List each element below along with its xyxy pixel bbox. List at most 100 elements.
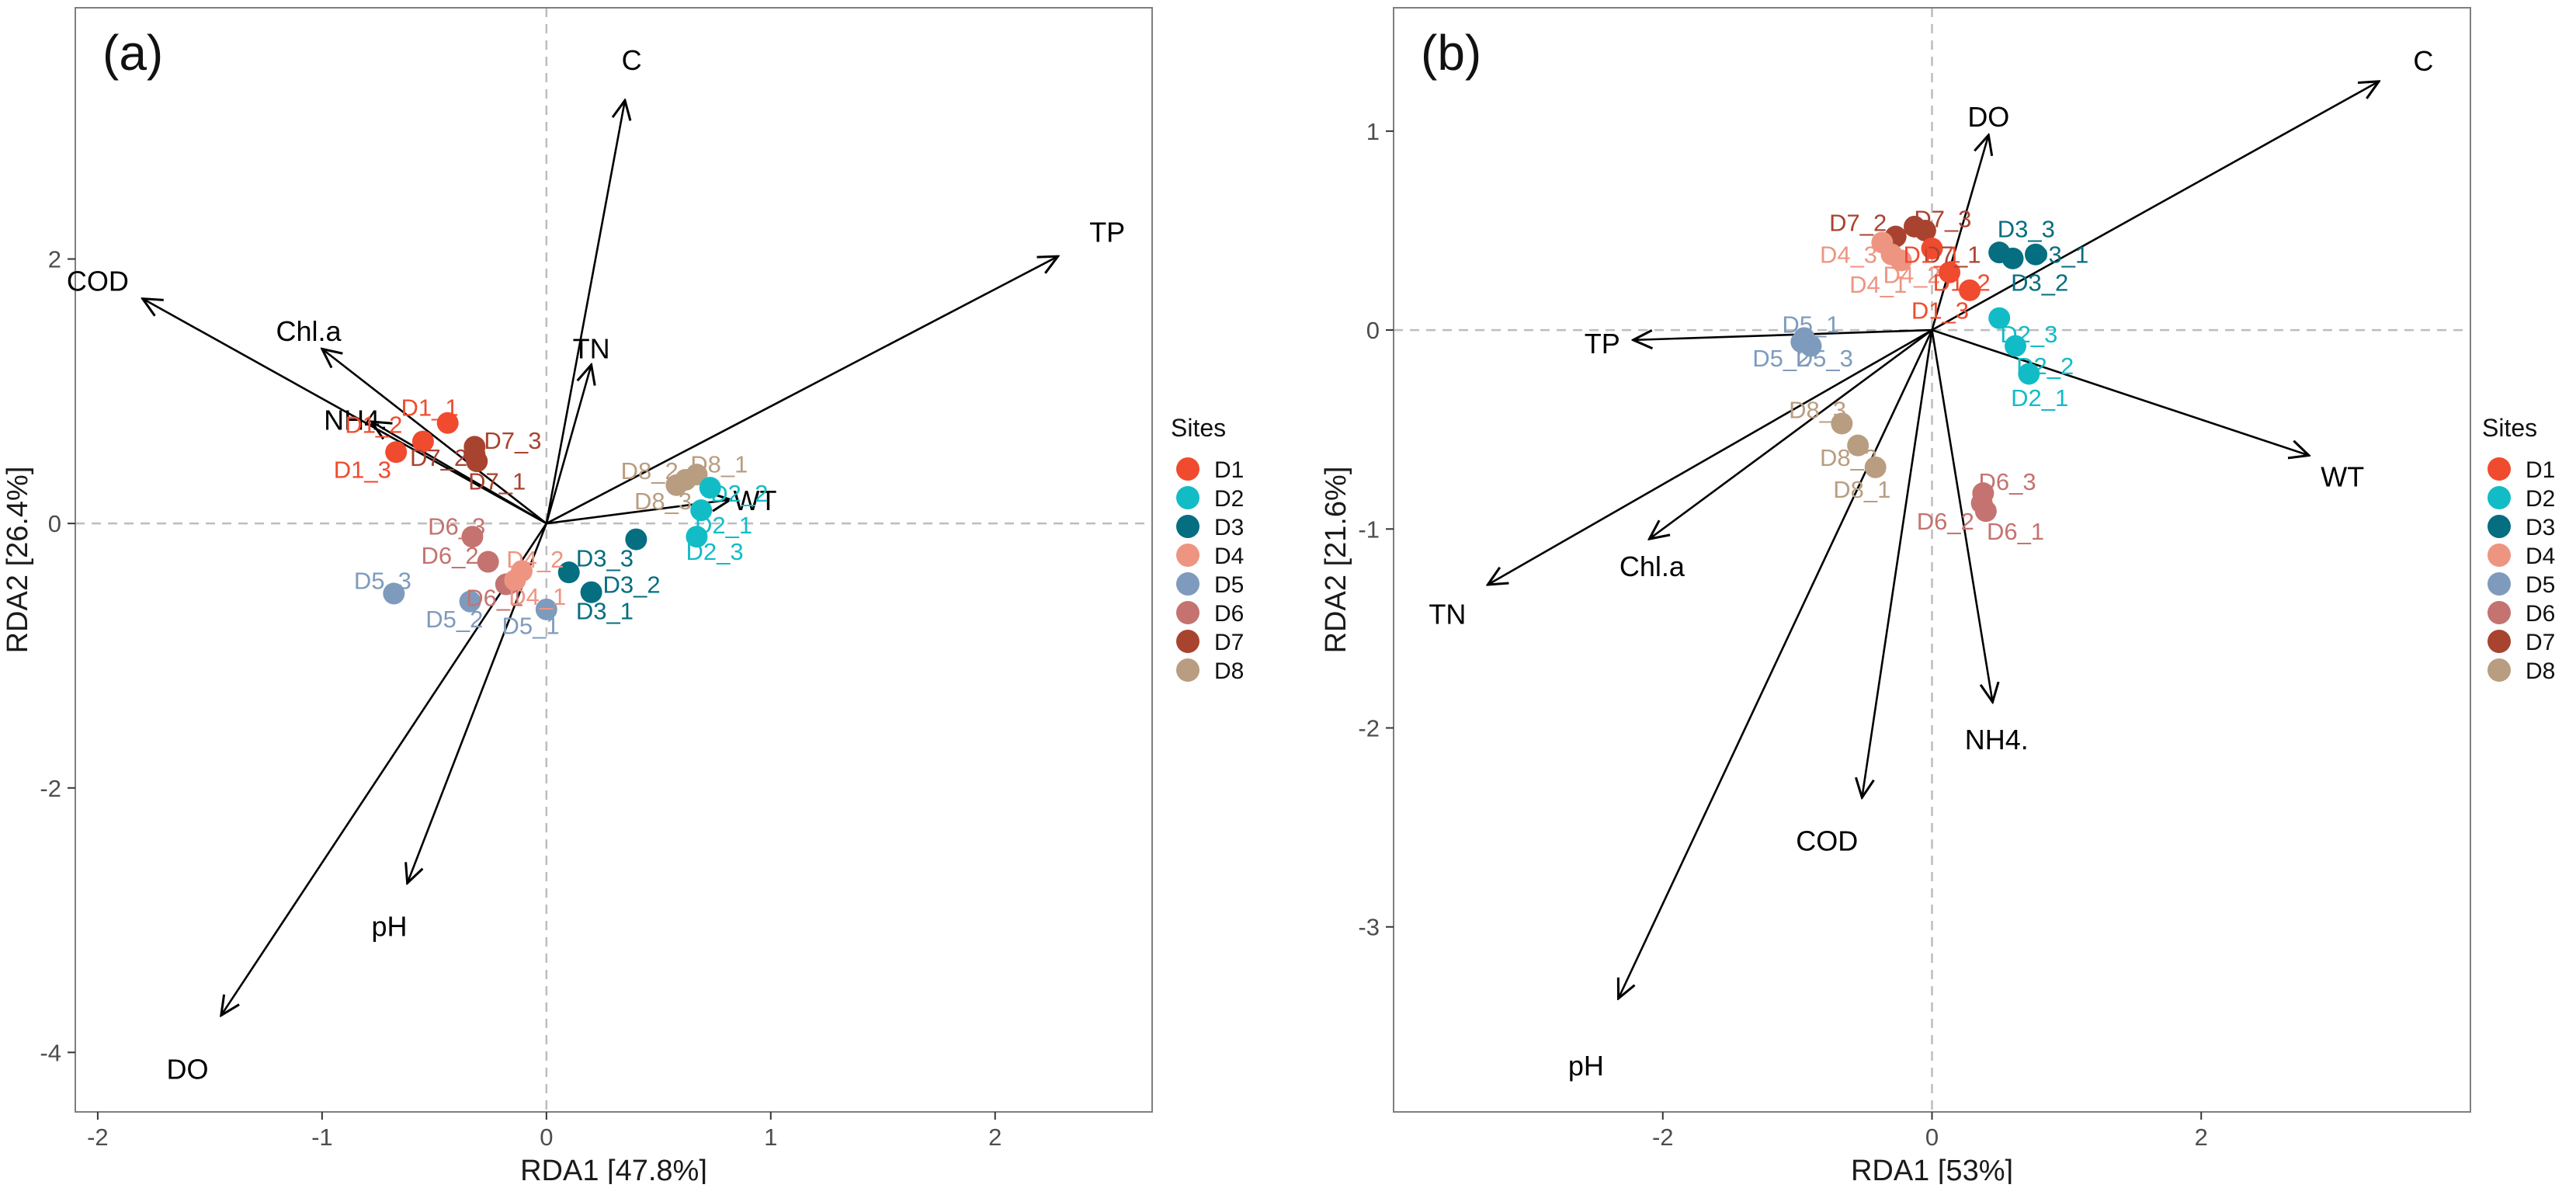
panel-a-point-label-d7_2: D7_2 bbox=[410, 444, 467, 471]
panel-b-point-d3_2 bbox=[2024, 243, 2047, 266]
panel-b-arrow-cod bbox=[1862, 329, 1933, 797]
panel-a-legend: Sites D1 D2 D3 D4 D5 D6 D7 D8 bbox=[1171, 414, 1244, 684]
panel-a-legend-swatch-d5 bbox=[1176, 572, 1199, 596]
panel-a-point-label-d3_1: D3_1 bbox=[576, 598, 634, 625]
panel-a-point-label-d6_3: D6_3 bbox=[428, 513, 485, 540]
panel-b-point-label-d3_1: D3_1 bbox=[2031, 241, 2088, 269]
panel-a-point-d1_1 bbox=[436, 412, 459, 434]
panel-b-point-label-d7_3: D7_3 bbox=[1914, 206, 1971, 233]
panel-b-point-label-d3_2: D3_2 bbox=[2011, 269, 2068, 297]
panel-a-arrow-tn bbox=[545, 365, 592, 524]
panel-a-arrow-do bbox=[221, 523, 547, 1016]
panel-a-point-d6_3 bbox=[461, 526, 484, 548]
panel-b-point-label-d5_1: D5_1 bbox=[1782, 311, 1839, 338]
panel-a-arrow-label-do: DO bbox=[166, 1054, 208, 1086]
panel-a-point-d2_1 bbox=[690, 499, 713, 522]
panel-a-y-tick-label: -2 bbox=[40, 775, 61, 802]
panel-b-legend-swatch-d5 bbox=[2487, 572, 2511, 596]
panel-a-arrow-label-tn: TN bbox=[573, 332, 610, 364]
panel-b-point-d2_3 bbox=[1988, 307, 2011, 329]
panel-a-y-tick-label: -4 bbox=[40, 1039, 61, 1066]
panel-a-x-tick-label: 2 bbox=[988, 1124, 1002, 1151]
panel-b-arrow-label-ph: pH bbox=[1568, 1050, 1604, 1082]
panel-a-point-d3_1 bbox=[557, 561, 580, 584]
panel-a-legend-swatch-d3 bbox=[1176, 515, 1199, 538]
panel-b-legend-label-d5: D5 bbox=[2526, 572, 2555, 598]
panel-b-arrow-tn bbox=[1488, 328, 1933, 585]
panel-a-point-d5_2 bbox=[459, 590, 481, 613]
panel-b-point-label-d7_2: D7_2 bbox=[1829, 210, 1887, 237]
panel-a-point-label-d4_1: D4_1 bbox=[509, 583, 566, 610]
panel-a-point-d7_1 bbox=[466, 450, 488, 473]
panel-b-legend-swatch-d3 bbox=[2487, 515, 2511, 538]
panel-b-x-axis-title: RDA1 [53%] bbox=[1851, 1155, 2013, 1184]
panel-b-arrow-do bbox=[1931, 135, 1989, 331]
panel-a-legend-label-d6: D6 bbox=[1214, 601, 1244, 627]
panel-b-point-d8_2 bbox=[1847, 434, 1870, 457]
panel-b-point-d5_3 bbox=[1800, 335, 1822, 357]
panel-b-y-axis-title: RDA2 [21.6%] bbox=[1320, 467, 1352, 654]
panel-b-point-label-d6_1: D6_1 bbox=[1987, 518, 2044, 545]
panel-a-legend-swatch-d7 bbox=[1176, 630, 1199, 653]
panel-a-point-label-d6_2: D6_2 bbox=[422, 542, 479, 569]
panel-a-point-label-d3_2: D3_2 bbox=[603, 571, 661, 599]
panel-a-arrow-label-nh4: NH4. bbox=[324, 404, 387, 436]
panel-b-x-tick-label: -2 bbox=[1652, 1124, 1674, 1151]
panel-a-tag: (a) bbox=[102, 25, 163, 81]
panel-b-arrow-label-tp: TP bbox=[1585, 328, 1620, 360]
panel-a-y-axis-title: RDA2 [26.4%] bbox=[2, 467, 34, 654]
panel-b-legend-label-d1: D1 bbox=[2526, 457, 2555, 483]
panel-b-arrow-chla bbox=[1649, 329, 1933, 539]
panel-b-legend-label-d4: D4 bbox=[2526, 544, 2555, 569]
panel-b-arrow-label-c: C bbox=[2413, 45, 2433, 77]
panel-a-arrow-nh4 bbox=[371, 422, 547, 525]
panel-a-legend-swatch-d4 bbox=[1176, 544, 1199, 567]
panel-b-y-tick-label: 1 bbox=[1366, 118, 1380, 145]
panel-a-point-d2_3 bbox=[686, 526, 708, 548]
panel-b-legend-title: Sites bbox=[2482, 414, 2537, 442]
panel-b-legend-label-d3: D3 bbox=[2526, 515, 2555, 540]
panel-b-legend-swatch-d7 bbox=[2487, 630, 2511, 653]
panel-a-legend-swatch-d1 bbox=[1176, 457, 1199, 481]
panel-b-point-d1_3 bbox=[1959, 279, 1981, 301]
panel-b-y-tick-label: 0 bbox=[1366, 317, 1380, 344]
panel-b-arrow-label-wt: WT bbox=[2321, 461, 2364, 493]
panel-a-y-tick-label: 0 bbox=[48, 510, 61, 537]
panel-b-point-label-d7_1: D7_1 bbox=[1923, 241, 1981, 269]
panel-a-arrow-label-wt: WT bbox=[734, 485, 777, 516]
panel-a: -2 -1 0 1 2 -4 -2 0 2 RDA1 [47.8%] RDA2 [26.4%] (a)… bbox=[2, 7, 1244, 1187]
panel-b-point-d1_2 bbox=[1939, 261, 1961, 283]
panel-b-arrow-label-chla: Chl.a bbox=[1620, 551, 1686, 582]
panel-a-point-d5_3 bbox=[383, 582, 405, 605]
panel-b-point-d4_1 bbox=[1890, 249, 1912, 272]
panel-a-point-label-d1_1: D1_1 bbox=[401, 394, 458, 421]
panel-b-point-label-d1_3: D1_3 bbox=[1911, 297, 1969, 324]
panel-b-arrow-label-nh4: NH4. bbox=[1965, 724, 2029, 756]
panel-b-point-d7_1 bbox=[1914, 219, 1936, 241]
panel-a-arrow-cod bbox=[143, 299, 547, 525]
panel-a-point-d2_2 bbox=[699, 477, 721, 499]
panel-a-arrow-label-tp: TP bbox=[1089, 217, 1125, 248]
panel-b-point-label-d2_2: D2_2 bbox=[2016, 353, 2074, 380]
panel-a-point-d5_1 bbox=[535, 598, 557, 620]
panel-a-point-label-d8_1: D8_1 bbox=[690, 451, 748, 478]
panel-a-y-tick-label: 2 bbox=[48, 246, 61, 273]
panel-b-point-label-d3_3: D3_3 bbox=[1998, 215, 2055, 242]
panel-b-point-label-d8_2: D8_2 bbox=[1820, 444, 1877, 471]
panel-b-point-label-d1_2: D1_2 bbox=[1933, 269, 1991, 297]
panel-b-point-label-d4_3: D4_3 bbox=[1820, 241, 1877, 269]
panel-a-point-d6_2 bbox=[477, 551, 499, 573]
panel-b-point-label-d4_2: D4_2 bbox=[1883, 261, 1940, 288]
panel-a-arrow-c bbox=[545, 100, 625, 524]
panel-b-legend: Sites D1 D2 D3 D4 D5 D6 D7 D8 bbox=[2482, 414, 2555, 684]
panel-a-point-d1_2 bbox=[411, 430, 434, 453]
panel-a-point-label-d5_3: D5_3 bbox=[354, 567, 411, 594]
panel-b-point-d3_1 bbox=[2001, 247, 2024, 269]
panel-a-point-d1_3 bbox=[385, 441, 408, 464]
panel-a-point-label-d2_1: D2_1 bbox=[695, 512, 752, 539]
panel-a-arrow-label-ph: pH bbox=[372, 911, 408, 943]
panel-b-point-label-d5_3: D5_3 bbox=[1796, 345, 1853, 372]
panel-a-point-label-d1_3: D1_3 bbox=[334, 456, 391, 483]
